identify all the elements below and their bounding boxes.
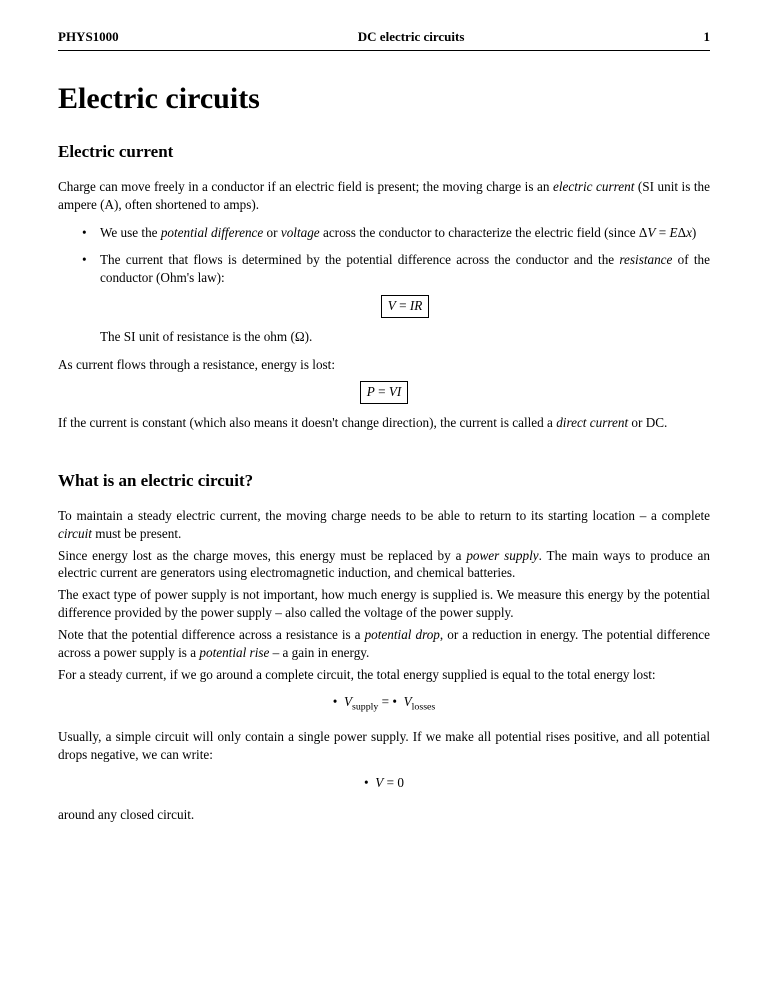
header-right: 1 [704, 28, 711, 46]
header-center: DC electric circuits [358, 28, 465, 46]
dc-definition: If the current is constant (which also m… [58, 414, 710, 432]
equation-sum-zero: • V = 0 [58, 774, 710, 792]
section2-p1: To maintain a steady electric current, t… [58, 507, 710, 543]
energy-lost-line: As current flows through a resistance, e… [58, 356, 710, 374]
header-rule [58, 50, 710, 51]
page-title: Electric circuits [58, 79, 710, 120]
section2-p7: around any closed circuit. [58, 806, 710, 824]
si-unit-line: The SI unit of resistance is the ohm (Ω)… [100, 328, 710, 346]
section1-heading: Electric current [58, 141, 710, 164]
section2-p6: Usually, a simple circuit will only cont… [58, 728, 710, 764]
equation-ohms-law: V = IR [100, 295, 710, 318]
equation-sum-supply-losses: • Vsupply = • Vlosses [58, 693, 710, 714]
section2-p2: Since energy lost as the charge moves, t… [58, 547, 710, 583]
section2-p3: The exact type of power supply is not im… [58, 586, 710, 622]
bullet-ohms-law: The current that flows is determined by … [88, 251, 710, 345]
header-left: PHYS1000 [58, 28, 119, 46]
page-header: PHYS1000 DC electric circuits 1 [58, 28, 710, 46]
section1-bullets: We use the potential difference or volta… [58, 224, 710, 346]
section1-intro: Charge can move freely in a conductor if… [58, 178, 710, 214]
section2-p4: Note that the potential difference acros… [58, 626, 710, 662]
bullet-potential-difference: We use the potential difference or volta… [88, 224, 710, 242]
section2-p5: For a steady current, if we go around a … [58, 666, 710, 684]
section2-heading: What is an electric circuit? [58, 470, 710, 493]
equation-power: P = VI [58, 381, 710, 404]
